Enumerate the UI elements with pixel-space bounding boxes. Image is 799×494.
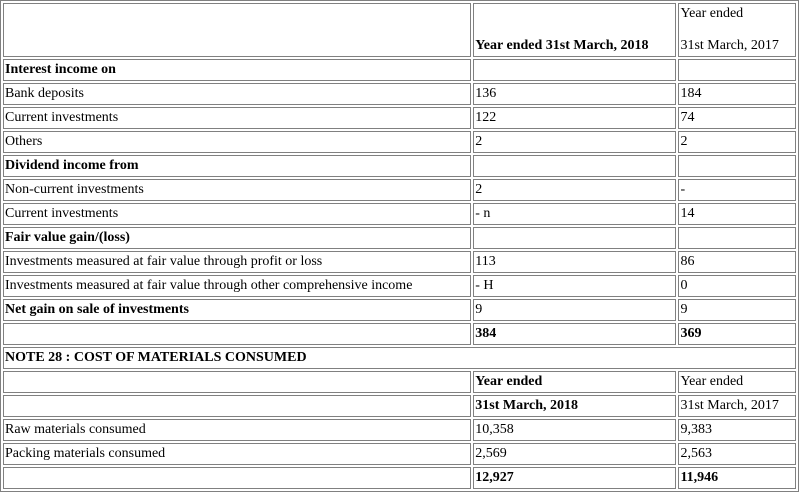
row-label: Fair value gain/(loss) (3, 227, 472, 249)
total-value-2018: 384 (473, 323, 677, 345)
row-label: Investments measured at fair value throu… (3, 251, 472, 273)
row-value-2018: 2,569 (473, 443, 677, 465)
row-label: Dividend income from (3, 155, 472, 177)
header-year-2017-line2: 31st March, 2017 (680, 38, 779, 53)
row-value-2017 (678, 59, 796, 81)
row-value-2018: 113 (473, 251, 677, 273)
row-value-2017: - (678, 179, 796, 201)
note-28-header-2018-line1: Year ended (473, 371, 677, 393)
row-value-2017 (678, 155, 796, 177)
header-empty-cell (3, 395, 472, 417)
total-value-2017: 369 (678, 323, 796, 345)
row-label: Current investments (3, 203, 472, 225)
row-value-2018: 2 (473, 179, 677, 201)
total-value-2018: 12,927 (473, 467, 677, 489)
row-label: Net gain on sale of investments (3, 299, 472, 321)
row-label: Interest income on (3, 59, 472, 81)
note-28-title-row: NOTE 28 : COST OF MATERIALS CONSUMED (3, 347, 796, 369)
note-28-header-2017-line2: 31st March, 2017 (678, 395, 796, 417)
header-year-2017-line1: Year ended (680, 6, 744, 21)
row-label: Bank deposits (3, 83, 472, 105)
row-label: Non-current investments (3, 179, 472, 201)
table-row: Packing materials consumed 2,569 2,563 (3, 443, 796, 465)
row-value-2017 (678, 227, 796, 249)
row-value-2018: 9 (473, 299, 677, 321)
table-row: Dividend income from (3, 155, 796, 177)
note-28-header-row-2: 31st March, 2018 31st March, 2017 (3, 395, 796, 417)
row-value-2017: 9,383 (678, 419, 796, 441)
row-value-2018: - n (473, 203, 677, 225)
row-label: Packing materials consumed (3, 443, 472, 465)
table-row: Others 2 2 (3, 131, 796, 153)
row-label: Current investments (3, 107, 472, 129)
table-row: Current investments 122 74 (3, 107, 796, 129)
row-value-2018 (473, 227, 677, 249)
row-value-2017: 2 (678, 131, 796, 153)
row-label: Raw materials consumed (3, 419, 472, 441)
table-row: Investments measured at fair value throu… (3, 275, 796, 297)
row-value-2018 (473, 155, 677, 177)
note-28-header-2018-line2: 31st March, 2018 (473, 395, 677, 417)
row-label: Investments measured at fair value throu… (3, 275, 472, 297)
header-year-2018: Year ended 31st March, 2018 (473, 3, 677, 57)
table-row: Raw materials consumed 10,358 9,383 (3, 419, 796, 441)
total-label (3, 323, 472, 345)
table-row: Non-current investments 2 - (3, 179, 796, 201)
table-header-row: Year ended 31st March, 2018 Year ended 3… (3, 3, 796, 57)
table-row: Fair value gain/(loss) (3, 227, 796, 249)
row-value-2017: 14 (678, 203, 796, 225)
header-empty-cell (3, 3, 472, 57)
row-value-2018 (473, 59, 677, 81)
row-value-2017: 2,563 (678, 443, 796, 465)
note-28-title: NOTE 28 : COST OF MATERIALS CONSUMED (3, 347, 796, 369)
note-28-header-row-1: Year ended Year ended (3, 371, 796, 393)
table-row: Interest income on (3, 59, 796, 81)
row-value-2017: 74 (678, 107, 796, 129)
header-empty-cell (3, 371, 472, 393)
total-row: 12,927 11,946 (3, 467, 796, 489)
note-28-header-2017-line1: Year ended (678, 371, 796, 393)
row-value-2017: 184 (678, 83, 796, 105)
total-row: 384 369 (3, 323, 796, 345)
table-row: Bank deposits 136 184 (3, 83, 796, 105)
row-value-2018: 10,358 (473, 419, 677, 441)
row-label: Others (3, 131, 472, 153)
row-value-2018: - H (473, 275, 677, 297)
total-value-2017: 11,946 (678, 467, 796, 489)
table-row: Investments measured at fair value throu… (3, 251, 796, 273)
row-value-2018: 2 (473, 131, 677, 153)
row-value-2018: 122 (473, 107, 677, 129)
table-row: Current investments - n 14 (3, 203, 796, 225)
row-value-2017: 9 (678, 299, 796, 321)
row-value-2017: 0 (678, 275, 796, 297)
total-label (3, 467, 472, 489)
header-year-2017: Year ended 31st March, 2017 (678, 3, 796, 57)
table-row: Net gain on sale of investments 9 9 (3, 299, 796, 321)
row-value-2017: 86 (678, 251, 796, 273)
row-value-2018: 136 (473, 83, 677, 105)
